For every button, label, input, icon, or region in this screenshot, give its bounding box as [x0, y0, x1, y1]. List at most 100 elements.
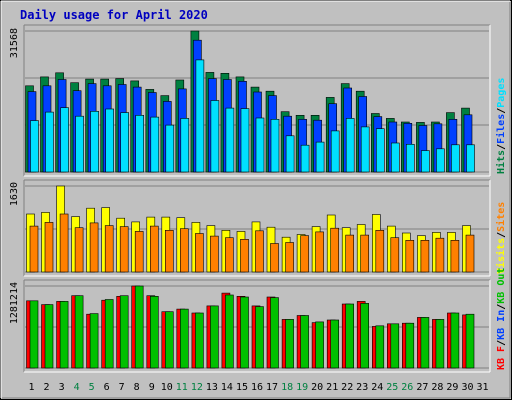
bar-kb-out-day-5 — [89, 313, 99, 369]
bar-pages-day-19 — [300, 144, 310, 173]
bar-kb-out-day-16 — [255, 306, 264, 369]
bar-kb-out-day-13 — [210, 305, 219, 369]
bar-pages-day-23 — [360, 126, 370, 173]
bar-pages-day-6 — [105, 108, 114, 173]
bar-kb-out-day-20 — [315, 321, 324, 369]
y-max-label: 1630 — [9, 182, 20, 206]
panel-middle: 1630 Visits/Sites — [9, 179, 507, 277]
bar-sites-day-17 — [270, 243, 279, 273]
bar-sites-day-8 — [134, 231, 144, 273]
bar-kb-out-day-17 — [270, 297, 279, 369]
bar-sites-day-6 — [104, 225, 114, 273]
bar-kb-out-day-24 — [375, 325, 385, 369]
bar-sites-day-22 — [345, 234, 355, 273]
bar-sites-day-1 — [29, 225, 39, 273]
bar-kb-out-day-8 — [134, 285, 144, 369]
y-max-label: 1281214 — [9, 282, 20, 324]
bar-kb-out-day-19 — [300, 315, 309, 369]
bar-kb-out-day-25 — [390, 323, 400, 369]
bar-sites-day-23 — [360, 234, 370, 273]
bar-sites-day-7 — [119, 226, 129, 273]
bar-sites-day-16 — [255, 230, 264, 273]
bar-kb-out-day-28 — [435, 319, 445, 369]
panel-bottom: 1281214 KB F/KB In/KB Out — [9, 268, 507, 373]
x-tick-label-day-27: 27 — [416, 382, 428, 393]
legend-entry: / — [496, 232, 507, 238]
chart-title: Daily usage for April 2020 — [20, 8, 208, 22]
bar-sites-day-4 — [74, 227, 84, 273]
bar-pages-day-10 — [165, 124, 175, 173]
bar-pages-day-11 — [180, 118, 190, 173]
x-tick-label-day-5: 5 — [89, 382, 95, 393]
x-tick-label-day-24: 24 — [371, 382, 383, 393]
x-tick-label-day-30: 30 — [461, 382, 473, 393]
bar-kb-out-day-22 — [345, 303, 355, 369]
bar-kb-out-day-4 — [74, 295, 84, 369]
bars — [26, 185, 475, 273]
bar-pages-day-12 — [195, 59, 205, 173]
bar-pages-day-30 — [466, 144, 475, 173]
x-axis-day-labels: 1 2 3 4 5 6 7 8 9 10 11 12 13 14 15 16 17 18 19 20 21 22 23 24 2… — [28, 382, 488, 393]
legend-entry: / — [496, 304, 507, 310]
legend-entry: / — [496, 340, 507, 346]
x-tick-label-day-13: 13 — [206, 382, 218, 393]
bar-kb-out-day-3 — [59, 301, 69, 369]
bar-kb-out-day-1 — [29, 300, 39, 369]
y-max-label: 31568 — [9, 28, 20, 58]
bar-sites-day-5 — [89, 222, 99, 273]
x-tick-label-day-10: 10 — [161, 382, 173, 393]
bar-kb-out-day-10 — [165, 311, 174, 369]
bar-kb-out-day-30 — [465, 313, 475, 369]
x-tick-label-day-16: 16 — [251, 382, 263, 393]
x-tick-label-day-14: 14 — [221, 382, 233, 393]
legend: Visits/Sites — [495, 202, 507, 274]
bar-kb-out-day-27 — [420, 317, 430, 369]
bar-sites-day-28 — [435, 237, 445, 273]
x-tick-label-day-11: 11 — [176, 382, 188, 393]
x-tick-label-day-23: 23 — [356, 382, 368, 393]
bar-kb-out-day-11 — [180, 308, 189, 369]
bars — [25, 30, 475, 173]
bar-pages-day-7 — [120, 112, 129, 173]
bar-pages-day-26 — [405, 144, 415, 173]
bar-kb-out-day-14 — [225, 294, 234, 369]
x-tick-label-day-28: 28 — [431, 382, 443, 393]
bar-pages-day-27 — [421, 150, 430, 173]
x-tick-label-day-6: 6 — [104, 382, 110, 393]
bar-kb-out-day-18 — [285, 319, 294, 369]
legend: KB F/KB In/KB Out — [496, 268, 507, 370]
bar-pages-day-17 — [270, 119, 280, 173]
bar-pages-day-9 — [150, 116, 160, 173]
legend-entry: Files — [495, 114, 507, 144]
bar-sites-day-3 — [59, 213, 69, 273]
bar-pages-day-13 — [210, 100, 220, 173]
bar-kb-out-day-15 — [240, 296, 249, 369]
x-tick-label-day-19: 19 — [296, 382, 308, 393]
x-tick-label-day-9: 9 — [149, 382, 155, 393]
x-tick-label-day-20: 20 — [311, 382, 323, 393]
bar-sites-day-11 — [180, 228, 189, 273]
legend-entry: Hits — [495, 150, 507, 174]
bar-pages-day-25 — [390, 142, 400, 173]
bar-sites-day-13 — [210, 235, 219, 273]
legend-entry: Visits — [495, 238, 507, 274]
x-tick-label-day-29: 29 — [446, 382, 458, 393]
bar-sites-day-19 — [300, 235, 309, 273]
legend-entry: Sites — [495, 202, 507, 232]
bar-pages-day-5 — [90, 111, 99, 173]
bar-sites-day-18 — [285, 242, 294, 273]
bar-pages-day-14 — [225, 107, 235, 173]
x-tick-label-day-17: 17 — [266, 382, 278, 393]
bar-kb-out-day-26 — [405, 322, 415, 369]
legend-entry: KB Out — [496, 268, 507, 304]
legend-entry: / — [496, 108, 507, 114]
bar-pages-day-4 — [75, 115, 84, 173]
bar-kb-out-day-12 — [195, 312, 204, 369]
bar-kb-out-day-2 — [44, 304, 54, 369]
x-tick-label-day-8: 8 — [134, 382, 140, 393]
x-tick-label-day-22: 22 — [341, 382, 353, 393]
bar-sites-day-9 — [150, 225, 159, 273]
bar-sites-day-30 — [465, 234, 475, 273]
